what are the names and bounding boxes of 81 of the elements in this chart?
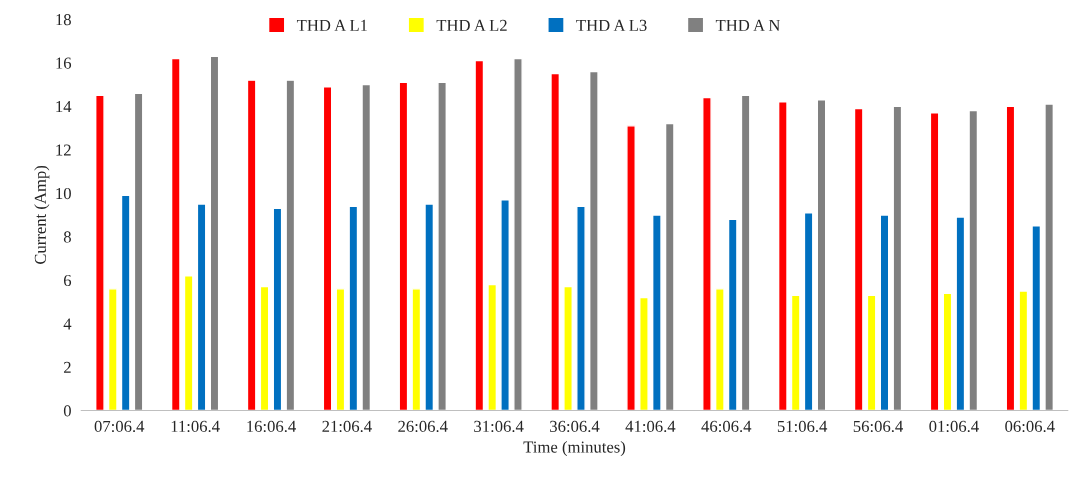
bar — [942, 292, 953, 411]
bar — [576, 205, 586, 411]
bar — [879, 214, 890, 411]
bar — [322, 86, 333, 411]
bar — [714, 288, 725, 411]
bar — [500, 199, 510, 411]
x-tick-label: 26:06.4 — [398, 420, 448, 433]
bar — [664, 122, 675, 411]
bar — [803, 212, 814, 411]
x-tick-label: 16:06.4 — [247, 420, 296, 433]
bar — [209, 55, 220, 411]
bar — [1031, 225, 1042, 411]
bar — [1005, 105, 1016, 411]
x-tick-label: 56:06.4 — [853, 420, 904, 433]
bar — [487, 283, 498, 411]
bar — [651, 214, 662, 411]
x-tick-label: 36:06.4 — [550, 420, 600, 433]
bar — [95, 94, 105, 411]
x-tick-label: 46:06.4 — [701, 420, 752, 433]
bar — [411, 288, 422, 411]
y-tick-label: 2 — [63, 361, 71, 373]
bar — [133, 92, 144, 411]
x-tick-label: 07:06.4 — [94, 420, 145, 433]
bar — [968, 109, 979, 411]
bar — [259, 285, 270, 411]
bar — [361, 83, 372, 411]
bar — [120, 194, 131, 411]
bar — [398, 81, 409, 411]
bar — [107, 288, 118, 411]
bar — [1018, 290, 1029, 411]
bar — [183, 275, 194, 411]
x-tick-label: 11:06.4 — [171, 420, 220, 433]
y-tick-label: 14 — [56, 101, 72, 113]
bar — [437, 81, 447, 411]
y-tick-label: 0 — [63, 405, 71, 417]
bar — [866, 294, 877, 411]
bar — [816, 99, 827, 411]
x-tick-label: 31:06.4 — [474, 420, 524, 433]
bar — [702, 96, 712, 411]
bar — [474, 59, 485, 411]
bar — [639, 296, 649, 411]
x-tick-label: 41:06.4 — [625, 420, 676, 433]
bar — [853, 107, 864, 411]
y-tick-label: 18 — [56, 14, 71, 26]
bar — [246, 79, 257, 411]
bar — [272, 207, 283, 411]
x-tick-label: 21:06.4 — [322, 420, 372, 433]
legend-label: THD A L1 — [296, 19, 367, 31]
bar — [424, 203, 435, 411]
x-tick-label: 51:06.4 — [777, 420, 828, 433]
bar — [170, 57, 181, 411]
x-axis-title: Time (minutes) — [523, 440, 626, 457]
bar — [563, 285, 573, 411]
legend-label: THD A N — [715, 19, 781, 31]
bar — [790, 294, 801, 411]
y-axis-title: Current (Amp) — [34, 165, 50, 265]
bar — [892, 105, 903, 411]
bar — [955, 216, 966, 411]
legend-label: THD A L3 — [576, 19, 647, 31]
bar — [1044, 103, 1055, 411]
y-tick-label: 8 — [63, 231, 71, 243]
bar — [335, 288, 346, 411]
legend-label: THD A L2 — [436, 19, 507, 31]
bar — [727, 218, 738, 411]
y-tick-label: 4 — [63, 318, 72, 330]
y-tick-label: 6 — [63, 274, 72, 287]
bar — [626, 125, 636, 411]
bar — [589, 70, 599, 411]
bar — [196, 203, 207, 411]
bar — [348, 205, 359, 411]
bar — [513, 57, 523, 411]
y-tick-label: 10 — [56, 187, 71, 200]
bar — [550, 72, 561, 411]
y-tick-label: 12 — [56, 144, 71, 156]
bar — [740, 94, 751, 411]
bar — [285, 79, 296, 411]
bar — [777, 101, 788, 411]
bar — [929, 112, 940, 411]
y-tick-label: 16 — [56, 57, 72, 69]
x-tick-label: 01:06.4 — [929, 420, 979, 433]
x-tick-label: 06:06.4 — [1005, 420, 1055, 433]
